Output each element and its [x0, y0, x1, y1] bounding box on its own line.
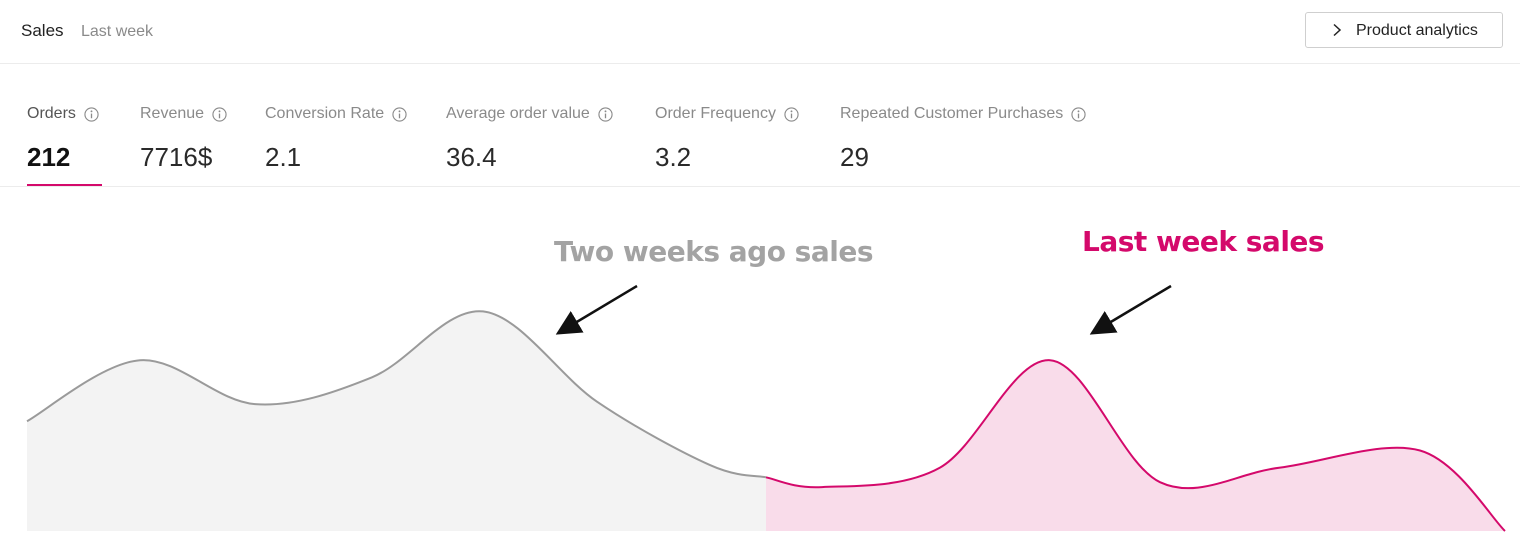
metric-tab-conversion-rate[interactable]: Conversion Rate 2.1	[265, 64, 415, 186]
metric-value: 2.1	[265, 142, 302, 172]
info-icon[interactable]	[598, 106, 613, 122]
info-icon[interactable]	[212, 106, 227, 122]
metric-value: 36.4	[446, 142, 497, 172]
last-week-sales-arrow-icon	[1089, 284, 1172, 335]
page-title: Sales	[21, 21, 64, 40]
metric-label: Order Frequency	[655, 105, 776, 122]
metric-tab-repeated-customer-purchases[interactable]: Repeated Customer Purchases 29	[840, 64, 1100, 186]
metric-tab-order-frequency[interactable]: Order Frequency 3.2	[655, 64, 815, 186]
metric-label: Repeated Customer Purchases	[840, 105, 1064, 122]
metric-value: 7716$	[140, 142, 213, 172]
metrics-bar: Orders 212 Revenue 7716$ Conversion Rate	[0, 64, 1520, 187]
product-analytics-button[interactable]: Product analytics	[1305, 12, 1503, 48]
metric-tab-average-order-value[interactable]: Average order value 36.4	[446, 64, 626, 186]
metric-label: Orders	[27, 105, 76, 122]
info-icon[interactable]	[392, 106, 407, 122]
last-week-sales-line	[765, 359, 1506, 532]
product-analytics-label: Product analytics	[1356, 22, 1478, 39]
previous-sales-area	[27, 311, 766, 531]
previous-sales-line	[26, 310, 767, 479]
period-label: Last week	[81, 23, 154, 40]
info-icon[interactable]	[84, 106, 99, 122]
header: Sales Last week Product analytics	[0, 0, 1520, 64]
metric-value: 29	[840, 142, 869, 172]
previous-sales-arrow-icon	[555, 284, 638, 335]
metric-value: 212	[27, 142, 71, 172]
info-icon[interactable]	[1071, 106, 1086, 122]
chevron-right-icon	[1333, 23, 1342, 37]
current-sales-annotation: Last week sales	[1082, 225, 1325, 258]
active-tab-indicator	[27, 184, 102, 186]
sales-area-chart	[26, 284, 1506, 532]
metric-label: Average order value	[446, 105, 590, 122]
info-icon[interactable]	[784, 106, 799, 122]
previous-sales-annotation: Two weeks ago sales	[554, 235, 874, 268]
metric-tab-orders[interactable]: Orders 212	[27, 64, 107, 186]
metric-tab-revenue[interactable]: Revenue 7716$	[140, 64, 235, 186]
metric-label: Revenue	[140, 105, 205, 122]
last-week-sales-area	[766, 360, 1505, 531]
metric-value: 3.2	[655, 142, 692, 172]
metric-label: Conversion Rate	[265, 105, 385, 122]
